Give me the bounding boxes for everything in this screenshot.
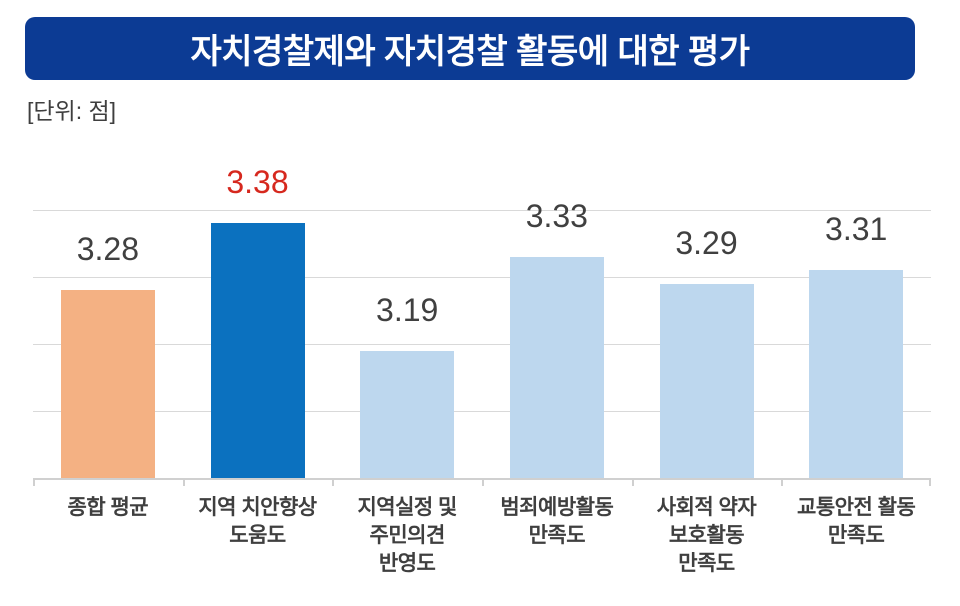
gridline (33, 276, 931, 278)
axis-tick (929, 478, 931, 486)
value-label-5: 3.31 (825, 211, 888, 248)
bar-1 (210, 223, 305, 478)
axis-tick (631, 478, 634, 486)
axis-tick (182, 478, 185, 486)
value-label-1: 3.38 (226, 164, 289, 201)
chart-title-banner: 자치경찰제와 자치경찰 활동에 대한 평가 (25, 17, 915, 80)
gridline (33, 343, 931, 345)
bar-3 (509, 256, 604, 478)
category-label-0: 종합 평균 (67, 496, 149, 519)
value-label-2: 3.19 (376, 291, 439, 328)
axis-tick (482, 478, 484, 486)
unit-label: [단위: 점] (27, 98, 117, 124)
category-label-1: 지역 치안향상 도움도 (198, 496, 317, 547)
bar-0 (60, 290, 155, 478)
gridline (33, 410, 931, 412)
value-label-0: 3.28 (76, 231, 139, 268)
axis-tick (33, 478, 35, 486)
bar-4 (659, 283, 754, 478)
category-label-4: 사회적 약자 보호활동 만족도 (656, 496, 757, 575)
value-label-4: 3.29 (675, 224, 738, 261)
axis-tick (781, 478, 784, 486)
chart-title: 자치경찰제와 자치경찰 활동에 대한 평가 (190, 33, 750, 71)
category-label-5: 교통안전 활동 만족도 (797, 496, 916, 547)
bar-5 (809, 270, 904, 478)
plot-area: 3.28 종합 평균 3.38 지역 치안향상 도움도 3.19 지역실정 및 주민의견 … (33, 164, 931, 575)
value-label-3: 3.33 (525, 197, 588, 234)
bar-2 (360, 350, 455, 478)
gridline (33, 209, 931, 211)
axis-tick (332, 478, 335, 486)
category-label-3: 범죄예방활동 만족도 (500, 496, 614, 547)
category-label-2: 지역실정 및 주민의견 반영도 (357, 496, 457, 575)
